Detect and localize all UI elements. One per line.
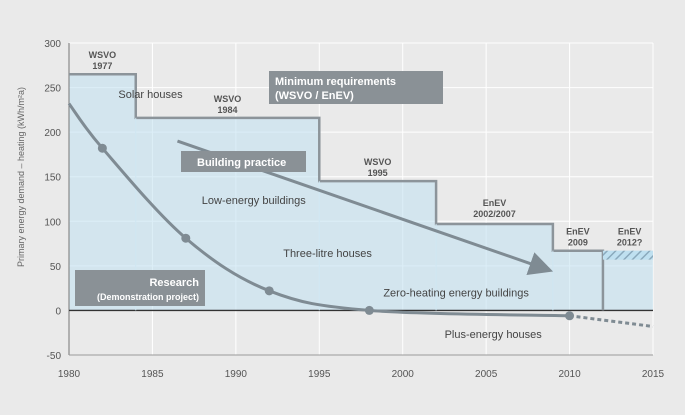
research-point-label-2: Three-litre houses bbox=[283, 248, 372, 260]
y-tick-label-300: 300 bbox=[44, 39, 61, 50]
regulation-label-year-0: 1977 bbox=[92, 61, 112, 71]
future-requirement-hatch bbox=[602, 250, 653, 260]
y-tick-label-100: 100 bbox=[44, 217, 61, 228]
requirements-box-line2: (WSVO / EnEV) bbox=[275, 90, 354, 102]
research-point-2 bbox=[264, 286, 274, 296]
y-tick-label-250: 250 bbox=[44, 84, 61, 95]
research-point-3 bbox=[364, 305, 374, 315]
research-point-0 bbox=[97, 143, 107, 153]
annotation-boxes: Minimum requirements (WSVO / EnEV) Buildin… bbox=[75, 71, 443, 306]
x-tick-label-1985: 1985 bbox=[141, 369, 164, 380]
regulation-label-5: EnEV bbox=[618, 227, 642, 237]
regulation-label-3: EnEV bbox=[483, 198, 507, 208]
regulation-labels: WSVO1977WSVO1984WSVO1995EnEV2002/2007EnE… bbox=[89, 50, 643, 248]
axis-tick-labels: -50 0 50 100 150 200 250 300 1980 1985 1990 1995 200… bbox=[44, 39, 664, 380]
y-tick-label-50: 50 bbox=[50, 262, 62, 273]
regulation-label-year-2: 1995 bbox=[368, 168, 388, 178]
x-tick-label-2000: 2000 bbox=[392, 369, 415, 380]
regulation-label-0: WSVO bbox=[89, 50, 117, 60]
requirements-box-line1: Minimum requirements bbox=[275, 76, 396, 88]
requirements-area bbox=[69, 74, 653, 311]
x-tick-label-1995: 1995 bbox=[308, 369, 331, 380]
requirements-fill bbox=[69, 74, 653, 311]
research-curve-dashed bbox=[569, 314, 654, 328]
x-tick-label-1990: 1990 bbox=[225, 369, 248, 380]
y-axis-label: Primary energy demand – heating (kWh/m²a… bbox=[16, 87, 26, 267]
research-box bbox=[75, 270, 205, 306]
research-point-label-1: Low-energy buildings bbox=[202, 195, 306, 207]
regulation-label-year-5: 2012? bbox=[617, 238, 643, 248]
regulation-label-year-1: 1984 bbox=[217, 105, 237, 115]
regulation-label-year-4: 2009 bbox=[568, 238, 588, 248]
research-point-label-0: Solar houses bbox=[118, 89, 183, 101]
research-point-label-3: Zero-heating energy buildings bbox=[383, 287, 529, 299]
regulation-label-1: WSVO bbox=[214, 94, 242, 104]
regulation-label-year-3: 2002/2007 bbox=[473, 209, 516, 219]
research-point-1 bbox=[181, 233, 191, 243]
y-tick-label-200: 200 bbox=[44, 128, 61, 139]
practice-box bbox=[181, 151, 306, 172]
x-tick-label-2015: 2015 bbox=[642, 369, 665, 380]
x-tick-label-1980: 1980 bbox=[58, 369, 81, 380]
y-tick-label-0: 0 bbox=[55, 306, 61, 317]
research-point-label-4: Plus-energy houses bbox=[445, 329, 543, 341]
x-tick-label-2005: 2005 bbox=[475, 369, 498, 380]
y-tick-label-150: 150 bbox=[44, 173, 61, 184]
regulation-label-4: EnEV bbox=[566, 227, 590, 237]
research-box-line2: (Demonstration project) bbox=[97, 292, 199, 302]
research-box-line1: Research bbox=[149, 277, 199, 289]
research-curve: Solar houses Low-energy buildings Three-li… bbox=[67, 89, 654, 341]
research-point-4 bbox=[565, 311, 575, 321]
practice-box-label: Building practice bbox=[197, 157, 286, 169]
y-tick-label--50: -50 bbox=[47, 351, 62, 362]
regulation-label-2: WSVO bbox=[364, 157, 392, 167]
requirements-box bbox=[269, 71, 443, 104]
x-tick-label-2010: 2010 bbox=[558, 369, 581, 380]
regulation-step-path bbox=[69, 72, 605, 311]
